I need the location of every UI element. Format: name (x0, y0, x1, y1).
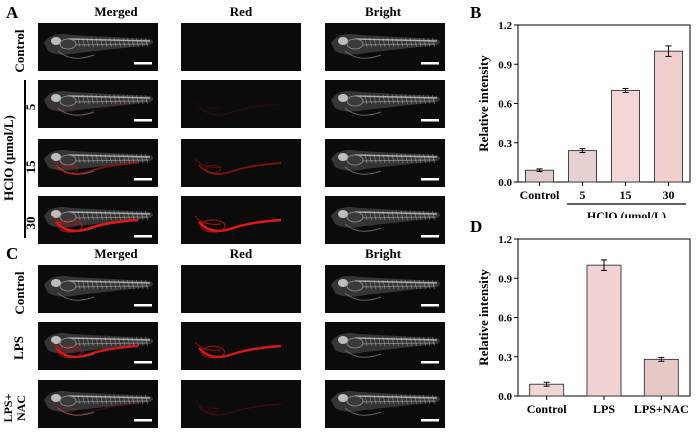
panel-a-zebrafish-image (325, 80, 445, 128)
panel-c-zebrafish-image (181, 322, 301, 370)
B-xtick-label-4: 30 (663, 188, 675, 202)
chart-b: 0.0 0.3 0.6 0.9 1.2 Relative intensity Control… (470, 18, 700, 223)
row-label-lps: LPS (11, 336, 26, 360)
B-xtick-label-1: Control (520, 188, 560, 202)
panel-c-zebrafish-image (38, 265, 158, 313)
column-title-bright-c: Bright (364, 246, 402, 261)
panel-a-zebrafish-image (38, 196, 158, 244)
D-xtick-label-2: LPS (593, 402, 615, 416)
B-ytick-label: 0.3 (498, 138, 512, 150)
panel-a-tile-red-row-4 (181, 196, 301, 244)
panel-a-zebrafish-image (38, 23, 158, 71)
panel-c-tile-red-row-2 (181, 322, 301, 370)
panel-c-zebrafish-image (325, 322, 445, 370)
panel-c-zebrafish-image (325, 265, 445, 313)
panel-a-tile-red-row-1 (181, 23, 301, 71)
B-ylabel: Relative intensity (476, 55, 491, 152)
B-bar-2 (568, 150, 597, 183)
panel-a-tile-bright-row-2 (325, 80, 445, 128)
chart-d-svg: 0.0 0.3 0.6 0.9 1.2 Relative intensity Control… (476, 234, 691, 416)
row-label-control-a: Control (12, 29, 27, 73)
panel-c-tile-bright-row-2 (325, 322, 445, 370)
D-xtick-label-3: LPS+NAC (634, 402, 689, 416)
panel-a-tile-merged-row-3 (38, 139, 158, 187)
B-group-label: HClO (μmol/L) (587, 209, 666, 218)
panel-c-zebrafish-image (181, 265, 301, 313)
column-title-red-a: Red (229, 4, 253, 19)
D-bar-2 (586, 264, 622, 397)
panel-a-zebrafish-image (325, 23, 445, 71)
D-ylabel: Relative intensity (476, 269, 491, 366)
panel-letter-c: C (6, 244, 19, 263)
B-xtick-label-3: 15 (620, 188, 632, 202)
D-ytick-label: 0.6 (498, 313, 512, 325)
panel-a-tile-red-row-2 (181, 80, 301, 128)
column-title-merged-c: Merged (94, 246, 138, 261)
panel-a-tile-merged-row-1 (38, 23, 158, 71)
B-ytick-label: 0.6 (498, 99, 512, 111)
row-label-lps-nac: LPS+ NAC (1, 385, 32, 431)
B-bar-3 (611, 89, 640, 183)
row-label-lps-nac-line2: NAC (14, 395, 28, 421)
panel-c-tile-merged-row-2 (38, 322, 158, 370)
panel-a-zebrafish-image (325, 139, 445, 187)
panel-c-tile-red-row-1 (181, 265, 301, 313)
B-ytick-label: 0.9 (498, 59, 512, 71)
panel-letter-a: A (6, 3, 19, 22)
panel-letter-d: D (470, 217, 483, 236)
panel-c-zebrafish-image (38, 380, 158, 428)
D-xtick-label-1: Control (527, 402, 567, 416)
column-title-merged-a: Merged (94, 4, 138, 19)
panel-letter-b: B (470, 3, 482, 22)
chart-b-svg: 0.0 0.3 0.6 0.9 1.2 Relative intensity Control… (476, 20, 691, 223)
D-ytick-label: 0.9 (498, 273, 512, 285)
panel-a-zebrafish-image (181, 196, 301, 244)
D-ytick-label: 0.3 (498, 352, 512, 364)
column-title-red-c: Red (229, 246, 253, 261)
panel-a-tile-bright-row-4 (325, 196, 445, 244)
panel-c-zebrafish-image (38, 322, 158, 370)
D-ytick-label: 0.0 (498, 391, 512, 403)
panel-a-zebrafish-image (38, 80, 158, 128)
row-label-control-c: Control (12, 271, 27, 315)
B-ytick-label: 1.2 (498, 20, 512, 32)
row-label-hclo-group: HClO (μmol/L) (1, 115, 16, 201)
panel-a-tile-bright-row-3 (325, 139, 445, 187)
panel-a-zebrafish-image (325, 196, 445, 244)
group-bracket-line (24, 80, 26, 238)
panel-c-tile-merged-row-3 (38, 380, 158, 428)
B-bar-4 (654, 50, 683, 183)
panel-c-tile-bright-row-3 (325, 380, 445, 428)
panel-a-tile-red-row-3 (181, 139, 301, 187)
panel-a-tile-merged-row-4 (38, 196, 158, 244)
panel-c-zebrafish-image (325, 380, 445, 428)
D-ytick-label: 1.2 (498, 234, 512, 246)
B-xtick-label-2: 5 (580, 188, 586, 202)
panel-a-zebrafish-image (181, 139, 301, 187)
panel-c-tile-merged-row-1 (38, 265, 158, 313)
panel-a-tile-merged-row-2 (38, 80, 158, 128)
panel-a-zebrafish-image (181, 23, 301, 71)
column-title-bright-a: Bright (364, 4, 402, 19)
B-ytick-label: 0.0 (498, 177, 512, 189)
panel-a-zebrafish-image (38, 139, 158, 187)
panel-a-tile-bright-row-1 (325, 23, 445, 71)
panel-a-zebrafish-image (181, 80, 301, 128)
D-bar-3 (643, 358, 679, 397)
chart-d: 0.0 0.3 0.6 0.9 1.2 Relative intensity Control… (470, 232, 700, 429)
panel-c-zebrafish-image (181, 380, 301, 428)
panel-c-tile-red-row-3 (181, 380, 301, 428)
panel-c-tile-bright-row-1 (325, 265, 445, 313)
